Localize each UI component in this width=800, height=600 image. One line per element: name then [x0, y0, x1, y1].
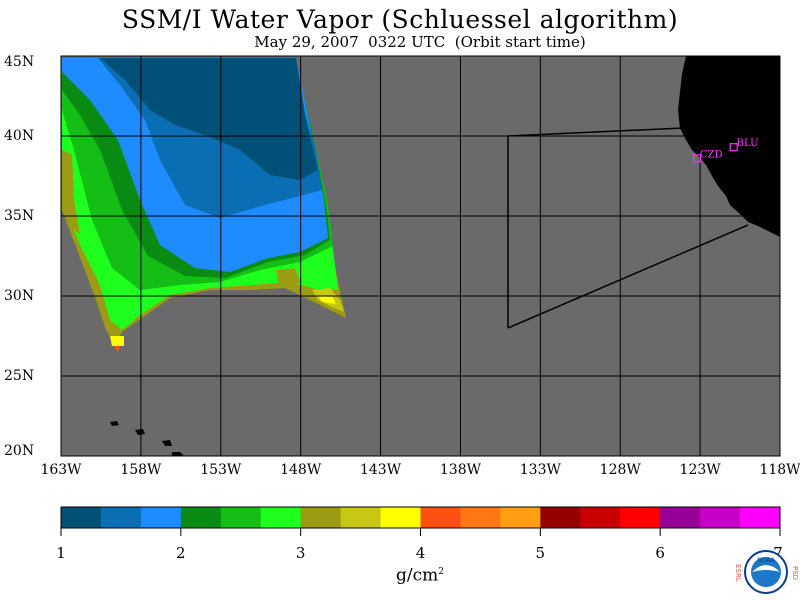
colorbar-label-5: 5	[535, 544, 546, 562]
colorbar-swatch-2	[100, 507, 142, 528]
swath-bright-yellow-patch-east	[318, 296, 336, 304]
island-hawaii	[172, 452, 184, 456]
colorbar-swatch-10	[420, 507, 461, 528]
colorbar-label-7: 7	[773, 544, 783, 562]
colorbar-swatch-6	[260, 507, 302, 528]
colorbar-swatch-3	[140, 507, 182, 528]
swath-olive-patch-mid	[276, 268, 300, 288]
water-vapor-swath	[62, 58, 346, 352]
colorbar-label-6: 6	[655, 544, 665, 562]
colorbar-swatch-9	[380, 507, 421, 528]
lat-label-35N: 35N	[4, 208, 35, 224]
noaa-circle-inner	[751, 557, 781, 587]
colorbar-swatch-16	[660, 507, 701, 528]
colorbar-label-2: 2	[176, 544, 186, 562]
map-frame	[60, 55, 781, 457]
island-maui	[162, 440, 172, 446]
station-marker-blu	[729, 143, 738, 152]
noaa-text: NOAA	[757, 557, 775, 564]
noaa-esrl-psd-logo: NOAA ESRL PSD	[734, 550, 799, 594]
north-america-landmass	[678, 56, 780, 237]
island-kauai	[110, 421, 119, 426]
colorbar-swatch-4	[180, 507, 222, 528]
logo-psd-text: PSD	[791, 566, 799, 580]
lon-label-143W: 143W	[359, 462, 402, 478]
island-oahu	[135, 429, 145, 435]
station-label-czd: CZD	[700, 149, 723, 160]
colorbar-swatch-7	[300, 507, 342, 528]
colorbar-swatch-5	[220, 507, 262, 528]
color-scale-bar	[60, 506, 781, 536]
lon-label-158W: 158W	[120, 462, 162, 478]
colorbar-swatch-17	[700, 507, 741, 528]
lat-label-45N: 45N	[4, 54, 35, 70]
lat-label-25N: 25N	[4, 368, 35, 384]
map-subtitle: May 29, 2007 0322 UTC (Orbit start time)	[254, 33, 586, 51]
swath-olive-west-edge	[62, 150, 80, 235]
lon-label-138W: 138W	[439, 462, 481, 478]
lon-label-148W: 148W	[280, 462, 322, 478]
swath-dark-blue-band	[100, 58, 318, 180]
colorbar-swatch-1	[61, 507, 102, 528]
station-label-blu: BLU	[737, 138, 759, 149]
colorbar-swatch-8	[340, 507, 381, 528]
colorbar-swatch-18	[740, 507, 781, 528]
swath-yellow-tip-south	[110, 336, 124, 346]
lon-label-153W: 153W	[200, 462, 242, 478]
swath-orange-tip-south	[114, 346, 120, 352]
lat-label-20N: 20N	[4, 443, 35, 459]
colorbar-label-3: 3	[295, 544, 306, 562]
orbit-line-south	[507, 224, 749, 329]
orbit-line-north	[507, 127, 684, 137]
lat-label-30N: 30N	[4, 288, 35, 304]
colorbar-label-4: 4	[415, 544, 426, 562]
lon-label-133W: 133W	[519, 462, 561, 478]
station-markers: CZD BLU	[692, 138, 759, 163]
lon-label-118W: 118W	[759, 462, 800, 478]
station-marker-czd	[692, 154, 702, 163]
colorbar-swatch-12	[500, 507, 541, 528]
lon-label-128W: 128W	[599, 462, 641, 478]
colorbar-swatch-15	[620, 507, 661, 528]
lon-label-163W: 163W	[40, 462, 82, 478]
colorbar-swatch-11	[460, 507, 501, 528]
lat-label-40N: 40N	[4, 128, 35, 144]
logo-esrl-text: ESRL	[734, 564, 742, 582]
colorbar-label-1: 1	[56, 544, 66, 562]
lon-label-123W: 123W	[679, 462, 721, 478]
colorbar-swatch-14	[580, 507, 621, 528]
noaa-bird-icon	[752, 565, 780, 572]
colorbar-swatch-13	[540, 507, 581, 528]
map-title: SSM/I Water Vapor (Schluessel algorithm)	[121, 5, 679, 34]
hawaiian-islands	[110, 421, 184, 456]
colorbar-units: g/cm2	[396, 565, 444, 586]
